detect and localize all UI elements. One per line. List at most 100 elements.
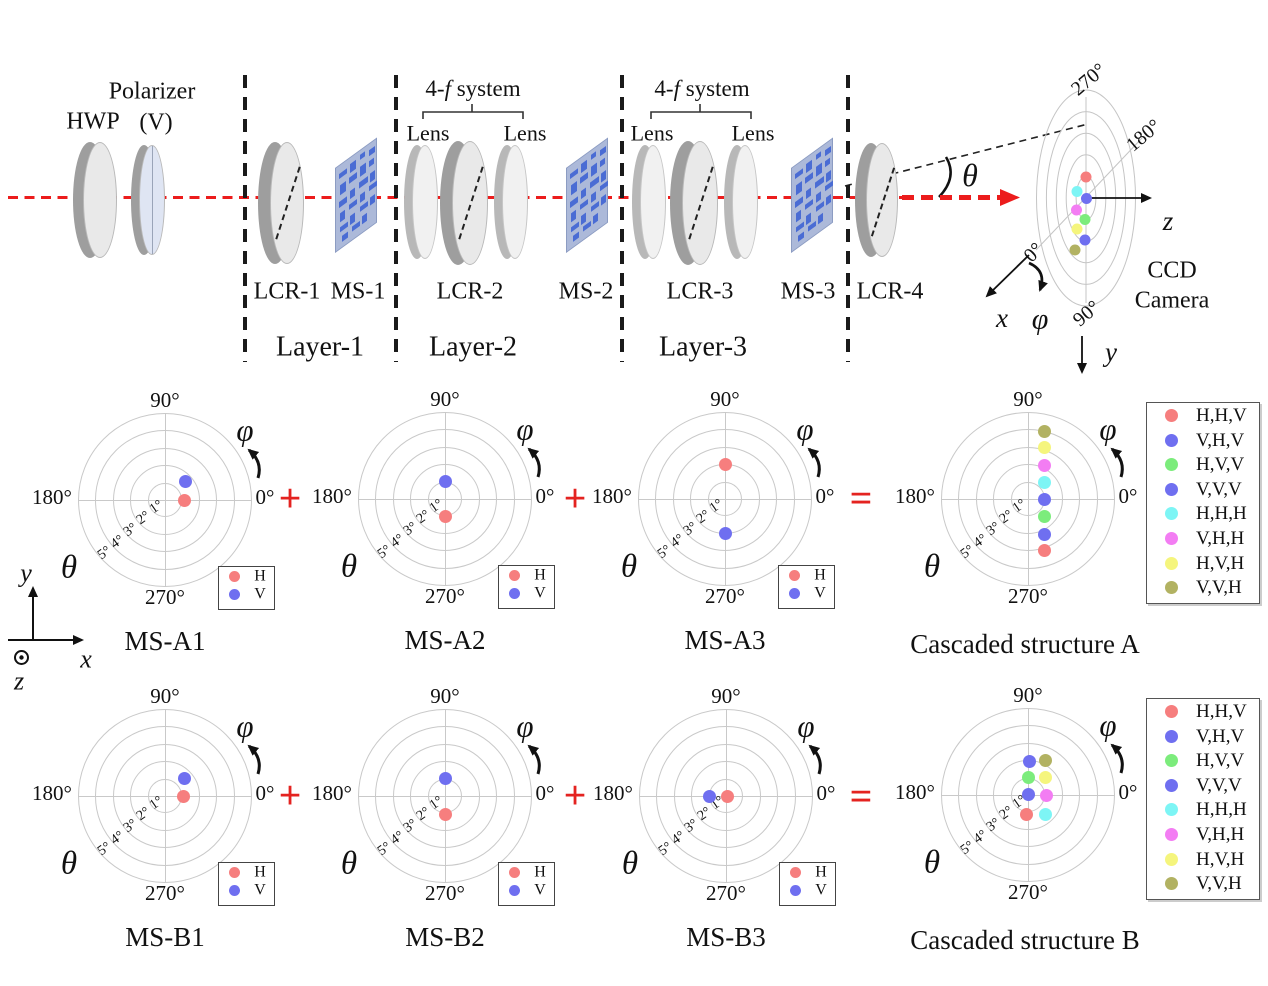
polar-angle-270: 270° [145,880,185,905]
polar-angle-270: 270° [1008,583,1048,608]
phi-symbol: φ [236,708,254,744]
legend-label-V: V [814,584,826,602]
polar-angle-270: 270° [145,584,185,609]
legend-dot-V [790,885,801,896]
plot-title-ms-b1: MS-B1 [125,921,205,952]
data-point-VHH [1039,788,1053,802]
polar-angle-180: 180° [312,780,352,805]
ccd-spot-HVV [1079,214,1091,225]
plus-operator-b2: + [563,772,587,818]
polar-angle-270: 270° [425,880,465,905]
legend-dot-V [229,885,240,896]
theta-symbol: θ [340,548,358,585]
legend-dot-VVV [1165,482,1178,496]
legend-dot-HVV [1165,754,1178,768]
layer-boundary-1 [243,75,247,362]
legend-label-VHH: V,H,H [1196,824,1245,845]
legend-label-V: V [254,585,266,603]
layer2-label: Layer-2 [428,331,518,363]
legend-label-H: H [534,566,546,584]
phi-arrow [527,744,541,775]
legend-label-HHH: H,H,H [1196,799,1247,821]
polar-angle-270: 270° [1008,879,1048,904]
legend-label-V: V [254,881,266,899]
plot-title-ms-a3: MS-A3 [684,624,766,655]
layer-boundary-3 [620,75,624,362]
data-point-HHV [1019,808,1033,822]
ccd-label-line1: CCD [1147,257,1197,284]
data-point-HVH [1038,771,1052,785]
ccd-spot-VHV [1081,193,1092,204]
legend-box [498,565,555,609]
polar-angle-0: 0° [1118,779,1138,804]
polar-angle-0: 0° [816,780,836,805]
legend-box [778,565,835,609]
polar-angle-0: 0° [535,780,555,805]
theta-symbol: θ [340,845,358,882]
data-point-VHV [1038,527,1052,541]
phi-arrow [247,448,261,479]
legend-label-VHH: V,H,H [1196,528,1245,549]
legend-box [498,862,555,906]
data-point-HVH [1038,440,1052,454]
lcr4-disc [866,143,898,257]
theta-symbol: θ [621,845,639,882]
polar-axis-vertical [164,709,166,883]
plot-title-cascaded-b: Cascaded structure B [910,924,1140,955]
legend-dot-VVH [1165,581,1178,595]
polar-angle-180: 180° [312,483,352,508]
polar-angle-90: 90° [710,386,740,411]
legend-dot-H [509,867,520,878]
legend-label-H: H [254,863,266,881]
data-point-HVV [1021,771,1035,785]
legend-label-H: H [814,566,826,584]
legend-dot-VVV [1165,778,1178,792]
equals-operator-b: = [849,773,873,819]
plot-title-ms-b2: MS-B2 [405,921,485,952]
legend-box [218,566,275,610]
polar-angle-90: 90° [711,683,741,708]
legend-dot-H [229,867,240,878]
beam-arrowhead [1000,189,1020,206]
coordinate-icon [8,586,84,665]
lcr3-disc [682,141,718,265]
lens-label-2: Lens [503,120,547,146]
legend-label-HVV: H,V,V [1196,750,1245,772]
legend-box [218,862,275,906]
ms3-pattern [795,145,833,242]
legend-dot-V [509,885,520,896]
phi-arrow [1110,447,1124,478]
legend-label-VVV: V,V,V [1196,774,1242,796]
phi-arrow [807,447,821,478]
phi-symbol: φ [516,411,534,447]
legend-label-H: H [815,863,827,881]
data-point-VHH [1038,458,1052,472]
ms2-pattern [570,145,608,242]
ccd-spot-HVH [1071,223,1083,235]
polar-angle-90: 90° [1013,386,1043,411]
data-point-H [176,789,190,803]
data-point-HVV [1038,510,1052,524]
lcr1-disc [270,142,304,264]
polar-angle-180: 180° [895,483,935,508]
legend-label-H: H [534,863,546,881]
ccd-spot-HHV [1080,171,1092,183]
data-point-V [702,789,716,803]
layer-boundary-2 [394,75,398,362]
legend-dot-V [229,589,240,600]
data-point-HHH [1039,807,1053,821]
coord-icon-z-label: z [13,666,25,696]
y-axis-label: y [1105,336,1117,367]
data-point-VVV [1022,754,1036,768]
x-axis-arrow [985,254,1030,298]
polar-axis-vertical [724,412,726,586]
legend-dot-HVH [1165,556,1178,570]
ms1-plate [335,137,377,253]
lens3-disc [640,145,666,259]
ccd-spot-VHH [1071,204,1082,216]
legend-dot-HVV [1165,458,1178,472]
polar-angle-270: 270° [425,583,465,608]
ccd-label-line2: Camera [1134,287,1210,314]
legend-label-HVV: H,V,V [1196,454,1245,476]
ms2-plate [566,137,608,253]
